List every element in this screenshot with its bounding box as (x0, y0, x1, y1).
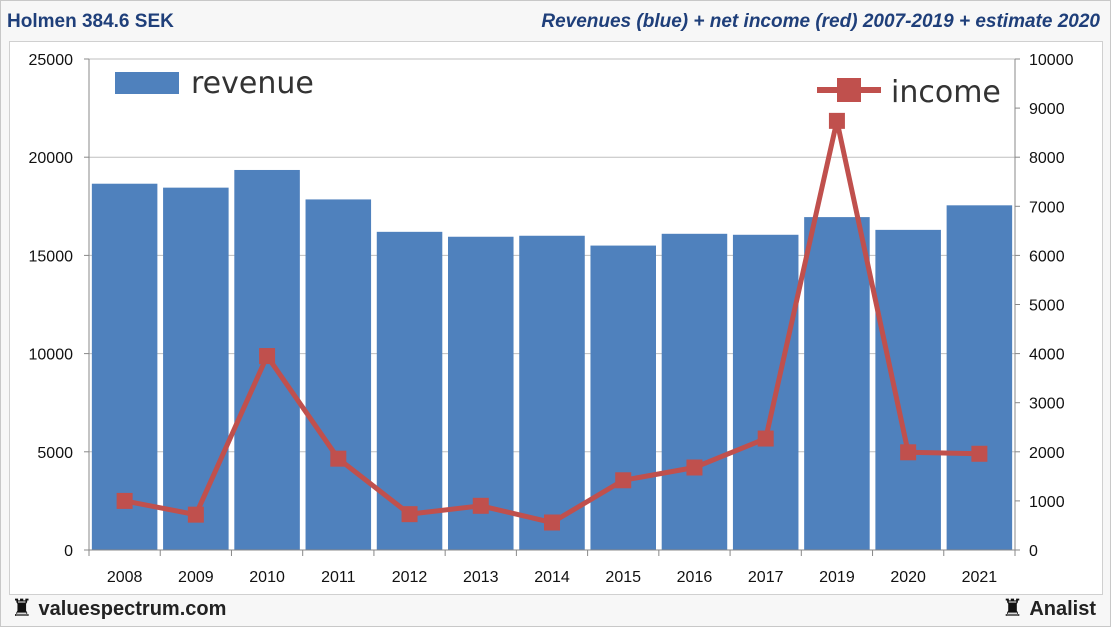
x-tick-label: 2016 (677, 569, 713, 586)
revenue-bar (661, 233, 728, 550)
income-marker (330, 450, 347, 467)
chart-title: Revenues (blue) + net income (red) 2007-… (541, 11, 1100, 32)
revenue-bar (91, 183, 158, 551)
x-tick-label: 2014 (534, 569, 570, 586)
revenue-bar (376, 231, 443, 550)
income-marker (828, 112, 845, 129)
y-left-tick-label: 20000 (29, 150, 74, 167)
x-tick-label: 2013 (463, 569, 499, 586)
y-right-tick-label: 3000 (1029, 396, 1065, 413)
revenue-bar (732, 234, 799, 550)
y-right-tick-label: 6000 (1029, 248, 1065, 265)
x-tick-label: 2015 (605, 569, 641, 586)
bars-layer (91, 169, 1013, 551)
y-right-tick-label: 9000 (1029, 101, 1065, 118)
y-left-tick-label: 25000 (29, 52, 74, 69)
revenue-bar (590, 245, 656, 550)
y-left-tick-label: 10000 (29, 347, 74, 364)
revenue-bar (875, 229, 941, 551)
y-right-tick-label: 7000 (1029, 199, 1065, 216)
income-marker (544, 514, 560, 531)
revenue-bar (804, 217, 870, 551)
y-left-tick-label: 5000 (37, 445, 73, 462)
y-right-tick-label: 5000 (1029, 298, 1065, 315)
x-tick-label: 2009 (178, 569, 214, 586)
x-tick-label: 2008 (107, 569, 143, 586)
income-marker (615, 472, 632, 489)
y-right-tick-label: 0 (1029, 543, 1038, 560)
x-tick-label: 2012 (392, 569, 428, 586)
y-right-tick-label: 10000 (1029, 52, 1074, 69)
legend-income-label: income (891, 75, 1001, 110)
y-left-tick-label: 15000 (29, 248, 74, 265)
x-tick-label: 2021 (962, 569, 998, 586)
x-tick-label: 2011 (321, 569, 356, 586)
revenue-bar (448, 236, 514, 550)
x-tick-label: 2017 (748, 569, 784, 586)
line-layer (116, 112, 988, 531)
income-marker (187, 506, 204, 523)
legend-revenue-swatch (115, 72, 179, 94)
brand-left-label: valuespectrum.com (38, 597, 227, 620)
chess-rook-icon: ♜ (11, 595, 33, 622)
income-marker (401, 506, 418, 523)
y-right-tick-label: 8000 (1029, 150, 1065, 167)
y-right-tick-label: 1000 (1029, 494, 1065, 511)
x-tick-label: 2020 (890, 569, 926, 586)
y-right-tick-label: 2000 (1029, 445, 1065, 462)
income-marker (900, 444, 917, 461)
axes-layer (84, 58, 1020, 556)
income-marker (259, 348, 276, 365)
revenue-bar (946, 205, 1013, 550)
income-marker (472, 497, 489, 514)
footer-brand-left[interactable]: ♜ valuespectrum.com (11, 595, 226, 623)
revenue-bar (519, 235, 585, 550)
x-tick-label: 2019 (819, 569, 855, 586)
revenue-bar (163, 187, 229, 550)
footer-brand-right[interactable]: ♜ Analist (1002, 595, 1096, 623)
income-marker (757, 430, 774, 447)
y-right-tick-label: 4000 (1029, 347, 1065, 364)
ticks-layer: 2008 2009 2010 2011 2012 2013 2014 2015 2016 2017… (29, 52, 1074, 586)
income-marker (686, 459, 703, 476)
income-marker (971, 445, 988, 462)
brand-right-label: Analist (1029, 597, 1096, 620)
y-left-tick-label: 0 (64, 543, 73, 560)
stock-title: Holmen 384.6 SEK (7, 11, 174, 32)
legend-revenue-label: revenue (191, 66, 314, 101)
revenue-bar (305, 199, 372, 550)
legend-layer: revenue income (115, 66, 1001, 110)
legend-income-marker (837, 78, 861, 102)
income-marker (116, 492, 133, 509)
x-tick-label: 2010 (249, 569, 285, 586)
chess-rook-icon: ♜ (1001, 595, 1024, 622)
